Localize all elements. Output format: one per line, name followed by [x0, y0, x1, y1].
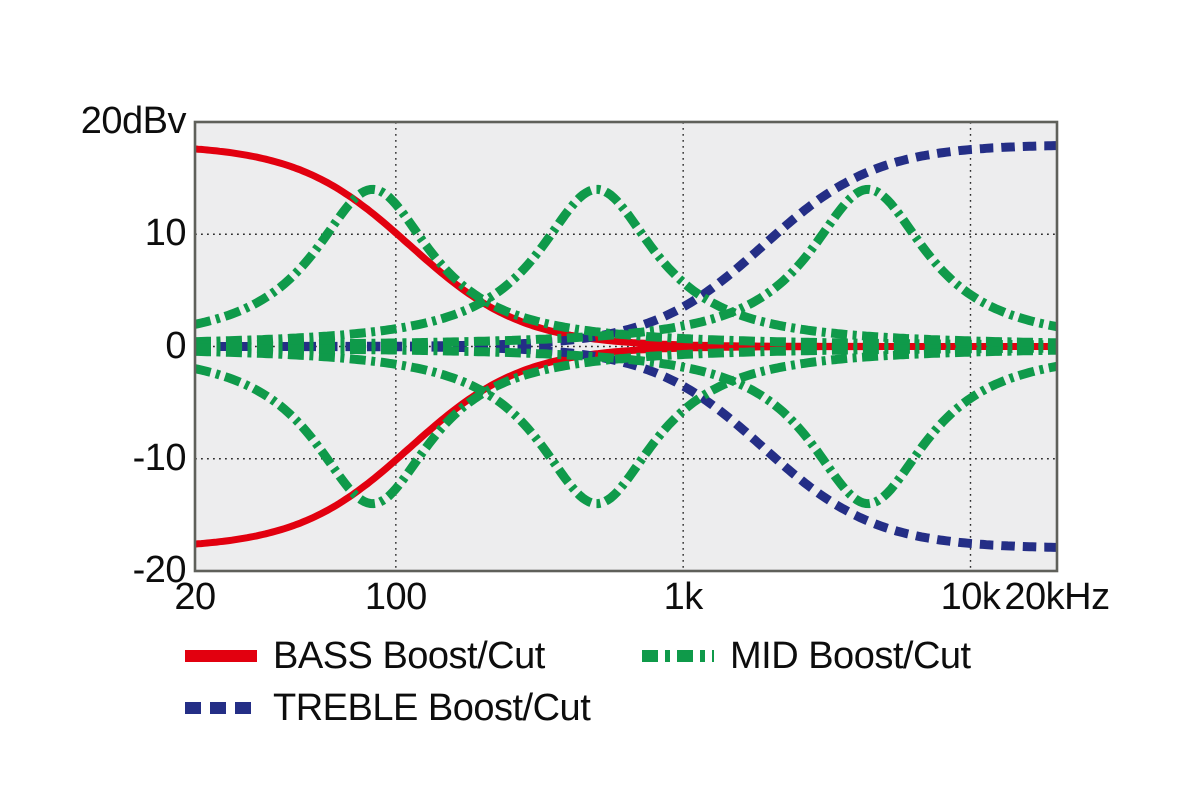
- x-tick-label-100: 100: [364, 576, 427, 618]
- curve-bass-cut: [195, 343, 1057, 548]
- bass-line-swatch-icon: [185, 650, 257, 662]
- x-tick-label-20: 20: [174, 576, 216, 618]
- curve-treble-boost: [195, 141, 1057, 351]
- legend-entry-treble: TREBLE Boost/Cut: [185, 685, 642, 731]
- legend-label-treble: TREBLE Boost/Cut: [273, 687, 591, 729]
- legend: BASS Boost/Cut MID Boost/Cut TREBLE Boost/…: [185, 633, 971, 731]
- curve-treble-cut: [195, 342, 1057, 552]
- mid-line-swatch-icon: [642, 650, 714, 662]
- x-tick-label-1000: 1k: [663, 576, 704, 618]
- curve-mid-boost-80hz: [195, 184, 1057, 350]
- y-tick-label--20: -20: [132, 549, 187, 592]
- plot-border: [193, 120, 1059, 573]
- y-tick-label--10: -10: [132, 436, 187, 479]
- legend-label-mid: MID Boost/Cut: [730, 635, 971, 677]
- curves: [195, 141, 1057, 552]
- x-tick-label-10000: 10k: [940, 576, 1001, 618]
- x-axis-tick-labels: 20 100 1k 10k 20kHz: [0, 576, 1200, 623]
- y-tick-label-0: 0: [165, 324, 186, 367]
- x-tick-label-20000: 20kHz: [1004, 576, 1110, 618]
- y-tick-label-10: 10: [144, 212, 187, 255]
- treble-line-swatch-icon: [185, 702, 257, 714]
- y-axis-tick-labels: 20dBv 10 0 -10 -20: [0, 0, 188, 800]
- curve-mid-cut-80hz: [195, 343, 1057, 509]
- legend-entry-bass: BASS Boost/Cut: [185, 633, 642, 679]
- legend-entry-mid: MID Boost/Cut: [642, 633, 971, 679]
- y-tick-label-20: 20dBv: [80, 100, 187, 143]
- legend-label-bass: BASS Boost/Cut: [273, 635, 545, 677]
